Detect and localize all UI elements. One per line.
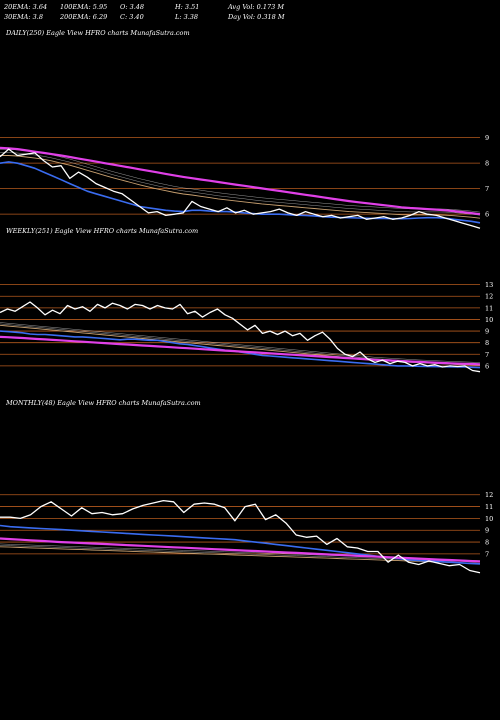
ema100-label: 100EMA: 5.95 <box>60 3 108 11</box>
y-tick-label: 11 <box>485 304 493 312</box>
price-line <box>0 148 481 229</box>
y-tick-label: 12 <box>485 491 493 499</box>
monthly-chart-title: MONTHLY(48) Eagle View HFRO charts Munaf… <box>6 399 201 407</box>
ema-long-line <box>0 537 481 563</box>
ema-mid-line <box>0 546 481 564</box>
y-tick-label: 6 <box>485 362 489 370</box>
high-label: H: 3.51 <box>175 3 200 11</box>
y-tick-label: 10 <box>485 316 493 324</box>
avg-vol-label: Avg Vol: 0.173 M <box>228 3 285 11</box>
y-tick-label: 6 <box>485 211 489 219</box>
ema-mid-line <box>0 155 481 219</box>
open-label: O: 3.48 <box>120 3 145 11</box>
ema-band-line <box>0 149 481 213</box>
ema20-label: 20EMA: 3.64 <box>4 3 48 11</box>
ema-short-line <box>0 161 481 224</box>
daily-chart-title: DAILY(250) Eagle View HFRO charts Munafa… <box>6 29 190 37</box>
y-tick-label: 8 <box>485 339 489 347</box>
y-tick-label: 8 <box>485 160 489 168</box>
y-tick-label: 7 <box>485 351 489 359</box>
y-tick-label: 7 <box>485 550 489 558</box>
y-tick-label: 9 <box>485 134 489 142</box>
y-tick-label: 10 <box>485 515 493 523</box>
close-label: C: 3.40 <box>120 13 144 21</box>
y-tick-label: 7 <box>485 185 489 193</box>
ema200-label: 200EMA: 6.29 <box>60 13 108 21</box>
ema-band-line <box>0 322 481 363</box>
day-vol-label: Day Vol: 0.318 M <box>228 13 285 21</box>
ema-band-line <box>0 152 481 216</box>
y-tick-label: 12 <box>485 293 493 301</box>
y-tick-label: 8 <box>485 539 489 547</box>
y-tick-label: 13 <box>485 281 493 289</box>
ema30-label: 30EMA: 3.8 <box>4 13 43 21</box>
weekly-chart-title: WEEKLY(251) Eagle View HFRO charts Munaf… <box>6 227 199 235</box>
ema-long-line <box>0 335 481 366</box>
y-tick-label: 9 <box>485 328 489 336</box>
ema-long-line <box>0 146 481 216</box>
price-line <box>0 301 481 373</box>
y-tick-label: 9 <box>485 527 489 535</box>
ema-band-line <box>0 323 481 365</box>
low-label: L: 3.38 <box>175 13 199 21</box>
y-tick-label: 11 <box>485 503 493 511</box>
price-line <box>0 499 481 574</box>
